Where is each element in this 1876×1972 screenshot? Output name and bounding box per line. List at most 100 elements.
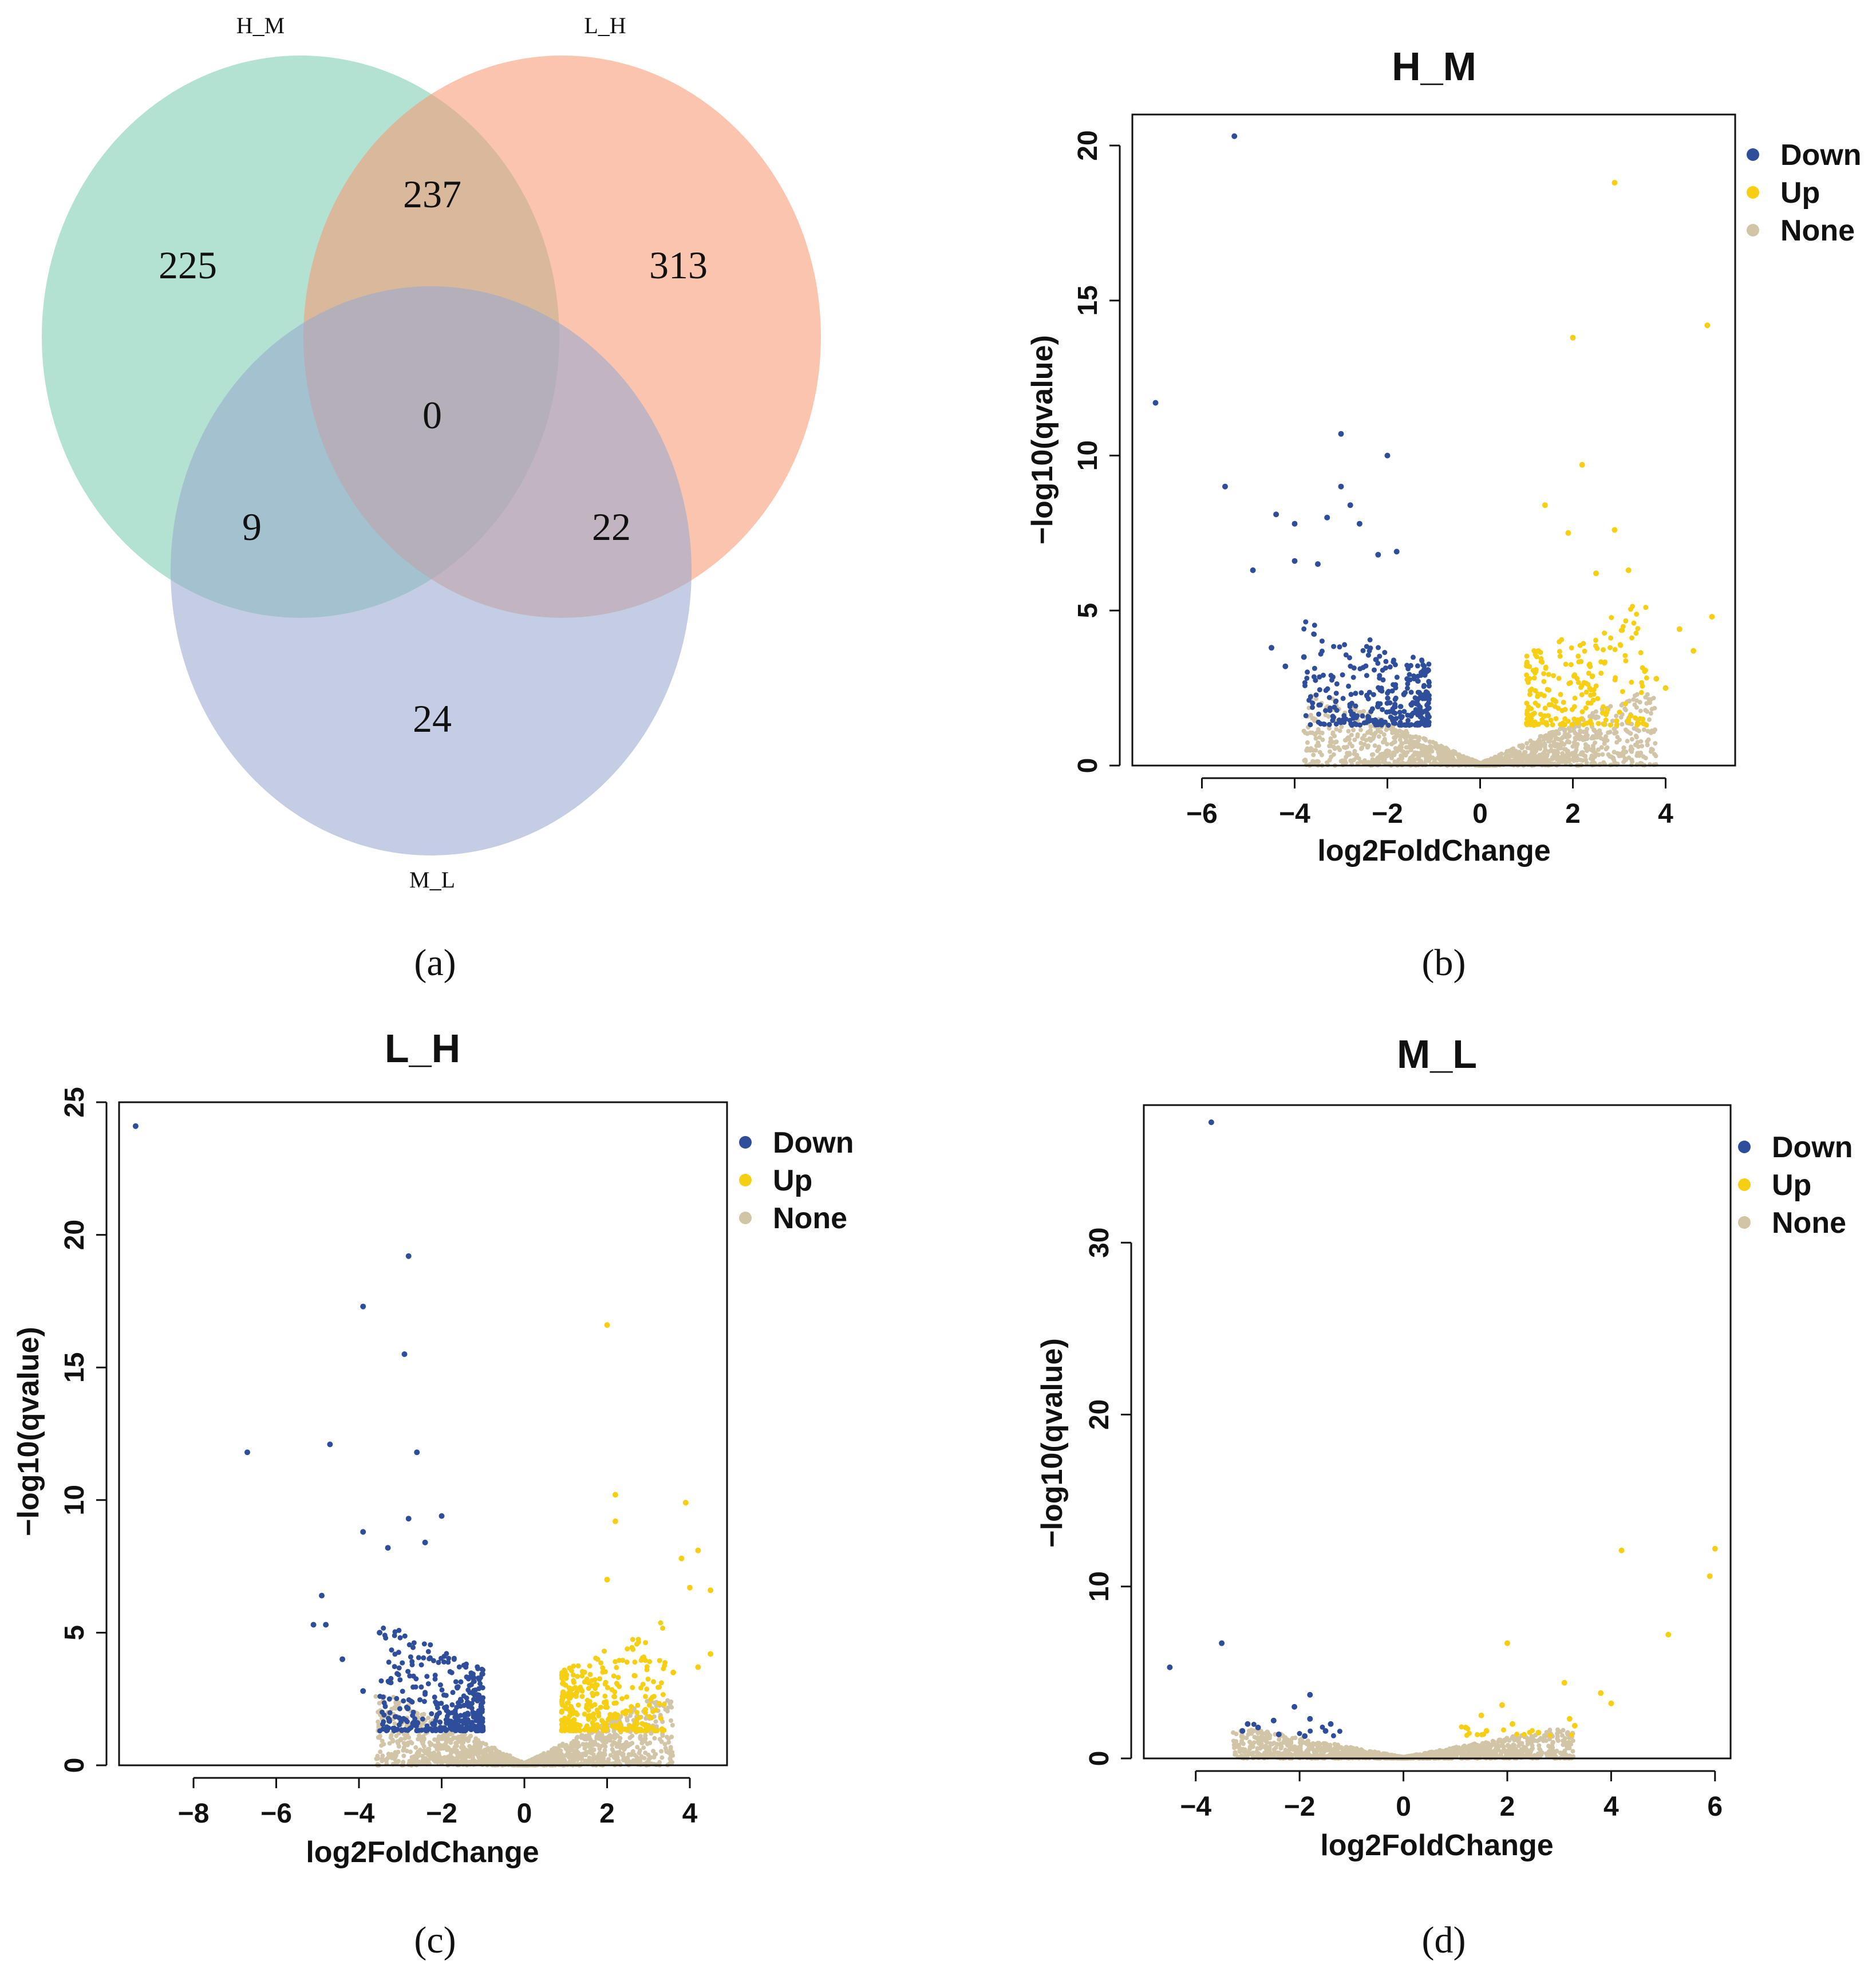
data-point-down	[408, 1698, 414, 1704]
data-point-down	[444, 1727, 449, 1733]
data-point-down	[1415, 702, 1421, 708]
data-point-none	[1350, 744, 1354, 748]
data-point-down	[1377, 653, 1383, 659]
data-point-none	[603, 1744, 608, 1749]
data-point-none	[1316, 743, 1321, 748]
data-point-up	[1542, 502, 1548, 508]
data-point-none	[1397, 744, 1403, 749]
data-point-down	[432, 1676, 438, 1682]
data-point-up	[1623, 658, 1629, 664]
data-point-none	[1598, 736, 1604, 741]
data-point-down	[439, 1513, 445, 1519]
y-tick-label: 15	[1073, 285, 1103, 315]
data-point-none	[409, 1758, 414, 1764]
data-point-up	[1593, 637, 1598, 643]
data-point-up	[590, 1690, 595, 1696]
data-point-none	[1320, 737, 1325, 742]
data-point-down	[1365, 652, 1371, 658]
data-point-none	[1385, 750, 1390, 755]
data-point-down	[339, 1656, 346, 1662]
data-point-none	[1326, 726, 1332, 731]
data-point-none	[401, 1748, 406, 1753]
data-point-up	[1635, 626, 1641, 632]
data-point-down	[1415, 710, 1421, 716]
data-point-none	[1433, 742, 1438, 747]
data-point-none	[575, 1734, 580, 1740]
data-point-up	[1594, 645, 1600, 651]
data-point-none	[388, 1735, 393, 1740]
data-point-none	[653, 1752, 658, 1757]
data-point-down	[323, 1622, 329, 1628]
data-point-none	[1599, 745, 1604, 750]
data-point-none	[582, 1752, 587, 1757]
data-point-down	[1269, 645, 1274, 651]
data-point-down	[1292, 520, 1298, 527]
data-point-down	[398, 1719, 404, 1725]
data-point-down	[421, 1641, 427, 1647]
data-point-none	[1647, 717, 1652, 722]
data-point-up	[614, 1665, 619, 1670]
data-point-down	[1366, 715, 1372, 720]
data-point-none	[1328, 739, 1333, 744]
data-point-down	[1375, 551, 1381, 558]
data-point-none	[1404, 728, 1409, 733]
data-point-down	[1425, 690, 1430, 696]
data-point-none	[1394, 733, 1399, 739]
data-point-down	[420, 1716, 425, 1722]
data-point-none	[492, 1757, 497, 1762]
data-point-up	[634, 1721, 640, 1726]
data-point-up	[1557, 653, 1563, 659]
data-point-none	[417, 1750, 421, 1756]
data-point-up	[1605, 707, 1610, 713]
data-point-down	[1331, 715, 1336, 720]
data-point-none	[1410, 754, 1415, 759]
data-point-down	[1408, 689, 1414, 695]
data-point-down	[380, 1694, 386, 1700]
plot-title: M_L	[1397, 1032, 1477, 1076]
data-point-up	[643, 1694, 648, 1699]
data-point-up	[1524, 659, 1530, 665]
data-point-none	[568, 1746, 574, 1751]
data-point-none	[398, 1737, 404, 1742]
data-point-none	[1556, 731, 1561, 736]
data-point-down	[381, 1625, 386, 1631]
data-point-down	[1308, 722, 1313, 728]
data-point-none	[1415, 756, 1420, 762]
data-point-up	[1603, 712, 1609, 717]
data-point-down	[1424, 717, 1429, 723]
data-point-none	[1452, 751, 1458, 755]
data-point-down	[456, 1725, 461, 1731]
data-point-up	[603, 1725, 609, 1731]
data-point-up	[1601, 704, 1606, 709]
data-point-none	[1382, 739, 1387, 744]
plot-title: H_M	[1392, 44, 1476, 89]
data-point-down	[1308, 694, 1313, 700]
data-point-up	[661, 1702, 667, 1707]
data-point-down	[1326, 695, 1332, 700]
data-point-none	[1382, 753, 1387, 758]
data-point-none	[1648, 711, 1653, 716]
data-point-up	[1583, 705, 1589, 711]
data-point-up	[1612, 677, 1618, 683]
data-point-none	[394, 1733, 399, 1738]
data-point-none	[1313, 696, 1318, 701]
data-point-none	[1591, 735, 1596, 740]
data-point-up	[595, 1724, 601, 1730]
data-point-down	[1422, 708, 1428, 714]
data-point-none	[1555, 736, 1560, 742]
data-point-down	[467, 1683, 472, 1689]
data-point-none	[1591, 727, 1597, 732]
data-point-none	[1653, 754, 1658, 759]
data-point-down	[411, 1640, 417, 1646]
data-point-none	[1447, 759, 1452, 764]
data-point-none	[1594, 735, 1599, 740]
data-point-none	[1376, 734, 1381, 739]
data-point-none	[1319, 752, 1324, 758]
data-point-down	[1382, 650, 1388, 655]
data-point-down	[1380, 677, 1386, 683]
data-point-down	[478, 1702, 484, 1707]
data-point-down	[400, 1660, 405, 1666]
data-point-none	[1551, 739, 1557, 744]
data-point-up	[563, 1706, 569, 1711]
data-point-up	[1567, 680, 1573, 685]
